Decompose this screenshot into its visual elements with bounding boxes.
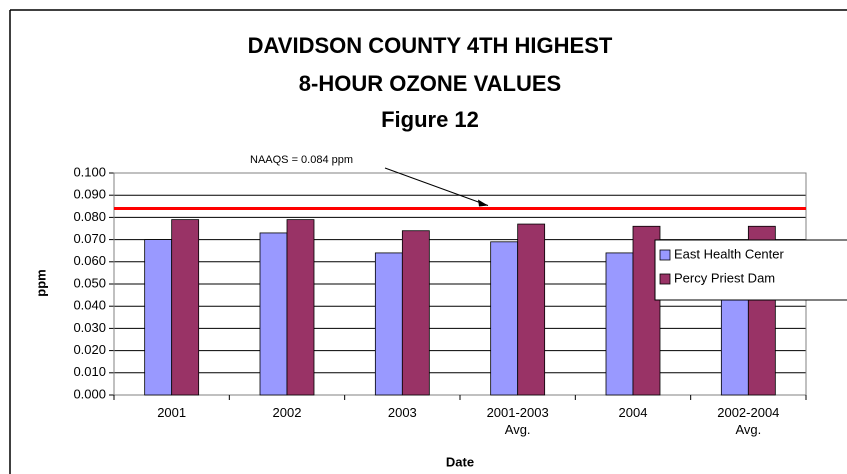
y-tick-label: 0.060 xyxy=(73,253,106,268)
x-tick-label: 2002 xyxy=(272,405,302,420)
bar xyxy=(401,230,430,396)
x-axis-label: Date xyxy=(446,454,474,469)
x-tick-label: 2001 xyxy=(157,405,187,420)
bar xyxy=(605,252,634,396)
legend-box xyxy=(654,239,847,301)
y-tick-label: 0.030 xyxy=(73,320,106,335)
y-tick-label: 0.050 xyxy=(73,275,106,290)
annotation: NAAQS = 0.084 ppm xyxy=(250,154,353,166)
legend-label: Percy Priest Dam xyxy=(674,270,775,285)
y-tick-label: 0.010 xyxy=(73,364,106,379)
legend-swatch xyxy=(659,273,671,285)
legend-swatch xyxy=(659,249,671,261)
y-tick-label: 0.070 xyxy=(73,231,106,246)
y-tick-label: 0.080 xyxy=(73,209,106,224)
bar xyxy=(259,232,288,396)
y-tick-label: 0.040 xyxy=(73,298,106,313)
x-tick-label: 2004 xyxy=(618,405,648,420)
chart-subtitle: Figure 12 xyxy=(381,107,479,132)
bar xyxy=(171,219,200,396)
chart-title: 8-HOUR OZONE VALUES xyxy=(299,71,561,96)
bar xyxy=(286,219,315,396)
y-tick-label: 0.000 xyxy=(73,386,106,401)
bar xyxy=(374,252,403,396)
chart-title: DAVIDSON COUNTY 4TH HIGHEST xyxy=(248,33,613,58)
x-tick-label: 2001-2003 Avg. xyxy=(486,405,549,437)
bar xyxy=(490,241,519,396)
bar xyxy=(144,239,173,396)
legend-label: East Health Center xyxy=(674,246,785,261)
x-tick-label: 2003 xyxy=(387,405,417,420)
annotation-arrow xyxy=(384,167,489,206)
bar xyxy=(517,223,546,396)
y-tick-label: 0.100 xyxy=(73,164,106,179)
y-tick-label: 0.020 xyxy=(73,342,106,357)
y-axis-label: ppm xyxy=(33,269,48,296)
x-tick-label: 2002-2004 Avg. xyxy=(717,405,780,437)
y-tick-label: 0.090 xyxy=(73,187,106,202)
annotation-arrowhead xyxy=(478,199,488,207)
